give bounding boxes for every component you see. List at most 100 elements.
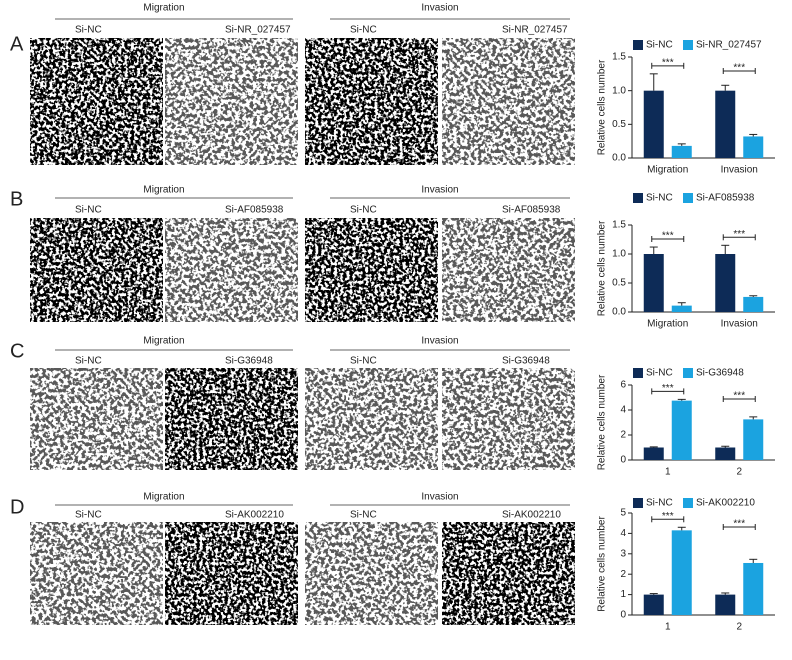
x-tick-label: Migration xyxy=(647,319,688,330)
y-tick-label: 5 xyxy=(620,508,626,519)
legend-swatch xyxy=(683,368,693,378)
legend-swatch xyxy=(683,193,693,203)
y-axis-label: Relative cells number xyxy=(597,220,608,316)
y-axis-label: Relative cells number xyxy=(597,516,608,612)
micrograph xyxy=(165,522,298,625)
legend-swatch xyxy=(633,368,643,378)
micrograph xyxy=(165,368,298,470)
micrograph xyxy=(305,368,438,470)
micrograph xyxy=(30,38,163,165)
bar xyxy=(643,447,664,460)
x-tick-label: 1 xyxy=(665,622,671,633)
sample-label: Si-NC xyxy=(350,25,377,36)
bar xyxy=(743,419,764,460)
panel-letter: D xyxy=(10,496,24,518)
legend-label: Si-NC xyxy=(646,368,673,379)
significance: *** xyxy=(733,229,745,240)
legend-swatch xyxy=(683,498,693,508)
bar xyxy=(671,400,692,460)
panel-letter: B xyxy=(10,188,23,210)
y-tick-label: 2 xyxy=(620,430,626,441)
micrograph xyxy=(442,368,575,470)
legend-label: Si-NR_027457 xyxy=(696,40,762,51)
x-tick-label: 1 xyxy=(665,467,671,478)
y-axis-label: Relative cells number xyxy=(597,59,608,155)
sample-label: Si-AK002210 xyxy=(502,510,561,521)
bar xyxy=(671,305,692,312)
y-tick-label: 1.5 xyxy=(612,220,626,231)
group-title: Migration xyxy=(143,3,184,14)
micrograph xyxy=(30,368,163,470)
significance: *** xyxy=(662,57,674,68)
significance: *** xyxy=(662,383,674,394)
legend-label: Si-AF085938 xyxy=(696,193,755,204)
micrograph xyxy=(30,522,163,625)
significance: *** xyxy=(733,63,745,74)
y-tick-label: 1 xyxy=(620,589,626,600)
y-tick-label: 1.0 xyxy=(612,85,626,96)
y-tick-label: 2 xyxy=(620,569,626,580)
sample-label: Si-NC xyxy=(75,510,102,521)
significance: *** xyxy=(662,231,674,242)
group-title: Invasion xyxy=(421,3,458,14)
y-tick-label: 4 xyxy=(620,528,626,539)
y-tick-label: 4 xyxy=(620,405,626,416)
bar xyxy=(743,296,764,312)
bar xyxy=(715,447,736,460)
sample-label: Si-NR_027457 xyxy=(225,25,291,36)
sample-label: Si-AK002210 xyxy=(225,510,284,521)
micrograph xyxy=(165,218,298,322)
legend-swatch xyxy=(633,498,643,508)
panel-letter: C xyxy=(10,340,24,362)
micrograph xyxy=(165,38,298,165)
y-axis-label: Relative cells number xyxy=(597,374,608,470)
sample-label: Si-NC xyxy=(350,205,377,216)
bar xyxy=(715,594,736,615)
y-tick-label: 6 xyxy=(620,380,626,391)
sample-label: Si-G36948 xyxy=(502,356,550,367)
y-tick-label: 0.0 xyxy=(612,153,626,164)
sample-label: Si-NC xyxy=(75,205,102,216)
micrograph xyxy=(442,218,575,322)
legend-label: Si-NC xyxy=(646,40,673,51)
micrograph xyxy=(305,218,438,322)
x-tick-label: 2 xyxy=(736,622,742,633)
group-title: Migration xyxy=(143,336,184,347)
significance: *** xyxy=(733,519,745,530)
y-tick-label: 1.5 xyxy=(612,52,626,63)
y-tick-label: 0.5 xyxy=(612,278,626,289)
sample-label: Si-NC xyxy=(350,510,377,521)
y-tick-label: 0.5 xyxy=(612,119,626,130)
bar xyxy=(715,90,736,158)
sample-label: Si-G36948 xyxy=(225,356,273,367)
x-tick-label: 2 xyxy=(736,467,742,478)
legend-swatch xyxy=(683,40,693,50)
sample-label: Si-AF085938 xyxy=(225,205,284,216)
significance: *** xyxy=(662,511,674,522)
x-tick-label: Migration xyxy=(647,165,688,176)
sample-label: Si-NR_027457 xyxy=(502,25,568,36)
y-tick-label: 0 xyxy=(620,455,626,466)
y-tick-label: 0 xyxy=(620,610,626,621)
bar xyxy=(643,90,664,158)
micrograph xyxy=(305,38,438,165)
micrograph xyxy=(30,218,163,322)
legend-label: Si-AK002210 xyxy=(696,498,755,509)
panel-letter: A xyxy=(10,33,24,55)
group-title: Migration xyxy=(143,185,184,196)
x-tick-label: Invasion xyxy=(721,165,758,176)
legend-label: Si-NC xyxy=(646,193,673,204)
legend-swatch xyxy=(633,193,643,203)
sample-label: Si-NC xyxy=(75,25,102,36)
y-tick-label: 3 xyxy=(620,548,626,559)
bar xyxy=(715,254,736,312)
significance: *** xyxy=(733,391,745,402)
sample-label: Si-NC xyxy=(350,356,377,367)
micrograph xyxy=(442,38,575,165)
sample-label: Si-NC xyxy=(75,356,102,367)
bar xyxy=(743,562,764,615)
group-title: Invasion xyxy=(421,336,458,347)
bar xyxy=(743,136,764,158)
bar xyxy=(671,145,692,158)
